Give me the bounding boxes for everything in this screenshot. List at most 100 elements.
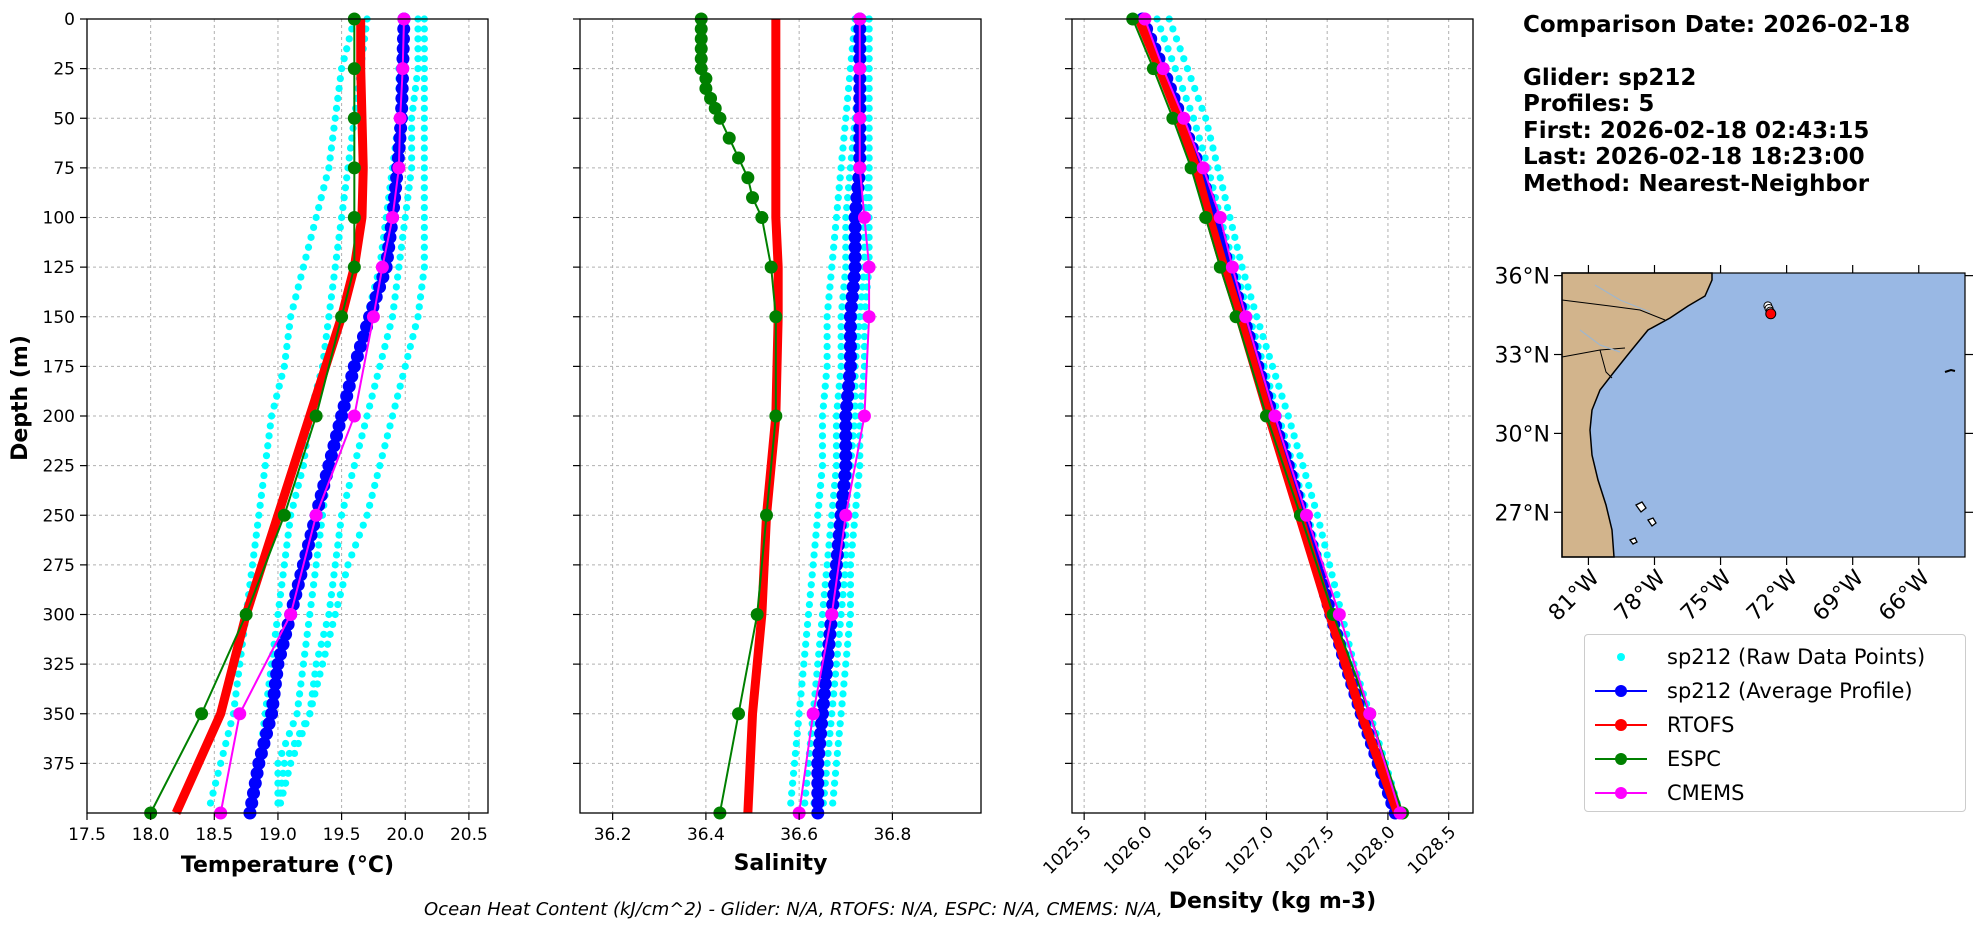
- density-espc-point: [1199, 211, 1213, 224]
- temperature-raw-point: [206, 799, 215, 807]
- salinity-raw-point: [835, 382, 843, 390]
- salinity-raw-point: [825, 739, 833, 748]
- density-cmems-point: [1225, 260, 1239, 274]
- map-islands: [1628, 501, 1657, 545]
- temperature-avg-point: [262, 717, 276, 731]
- salinity-xtick-label: 36.2: [594, 825, 632, 845]
- salinity-raw-point: [846, 591, 855, 599]
- temperature-espc-point: [335, 310, 349, 324]
- salinity-raw-point: [865, 45, 873, 53]
- salinity-avg-point: [848, 250, 862, 264]
- salinity-raw-point: [857, 402, 865, 410]
- temperature-raw-point: [312, 660, 320, 668]
- density-raw-point: [1183, 65, 1192, 73]
- salinity-raw-point: [865, 104, 873, 112]
- salinity-avg-point: [836, 488, 850, 502]
- temperature-raw-point: [297, 273, 305, 281]
- temperature-raw-point: [345, 154, 353, 162]
- salinity-raw-point: [841, 571, 849, 579]
- salinity-raw-point: [823, 313, 831, 321]
- temperature-raw-point: [274, 769, 282, 777]
- density-raw-point: [1256, 323, 1264, 331]
- temperature-raw-point: [339, 581, 347, 589]
- salinity-avg-point: [848, 260, 862, 274]
- salinity-raw-point: [839, 144, 847, 152]
- salinity-raw-point: [837, 342, 845, 351]
- map-lon-label: 81°W: [1544, 565, 1605, 626]
- temperature-raw-point: [414, 313, 422, 321]
- salinity-raw-point: [865, 184, 873, 192]
- temperature-avg-point: [324, 449, 338, 463]
- salinity-raw-point: [847, 55, 855, 63]
- temperature-ytick-label: 0: [64, 10, 75, 30]
- temperature-cmems-point: [396, 62, 410, 76]
- salinity-raw-point: [831, 670, 840, 678]
- salinity-raw-point: [832, 422, 841, 430]
- temperature-ytick-label: 200: [43, 407, 75, 427]
- salinity-raw-point: [833, 650, 841, 658]
- first-time: First: 2026-02-18 02:43:15: [1523, 117, 1870, 144]
- salinity-raw-point: [832, 660, 841, 668]
- temperature-raw-point: [304, 620, 313, 629]
- density-raw-point: [1219, 184, 1227, 192]
- salinity-cmems-point: [806, 707, 820, 721]
- salinity-raw-point: [860, 342, 869, 351]
- salinity-avg-point: [843, 349, 857, 363]
- legend-label-rtofs: RTOFS: [1667, 713, 1735, 737]
- temperature-cmems-point: [375, 260, 389, 274]
- profile-count: Profiles: 5: [1523, 91, 1655, 117]
- map-lat-label: 30°N: [1495, 422, 1550, 447]
- density-raw-point: [1238, 263, 1246, 271]
- salinity-raw-point: [826, 531, 834, 539]
- density-raw-point: [1216, 174, 1224, 182]
- info-panel: Comparison Date: 2026-02-18 Glider: sp21…: [1523, 12, 1910, 197]
- location-map: 36°N 33°N 30°N 27°N 81°W 78°W 75°W 72°W 69°W 66°W: [1495, 265, 1973, 626]
- temperature-raw-point: [368, 491, 376, 499]
- temperature-ytick-label: 175: [43, 357, 75, 377]
- temperature-raw-point: [420, 263, 428, 271]
- salinity-raw-point: [822, 372, 830, 380]
- salinity-raw-point: [830, 233, 839, 241]
- density-raw-point: [1247, 293, 1255, 301]
- temperature-raw-point: [324, 640, 332, 648]
- temperature-raw-point: [326, 154, 334, 162]
- map-river: [1579, 329, 1621, 353]
- salinity-raw-point: [843, 650, 851, 658]
- temperature-raw-point: [301, 650, 309, 658]
- temperature-raw-point: [420, 104, 428, 112]
- temperature-raw-point: [420, 223, 428, 232]
- salinity-raw-point: [823, 352, 831, 361]
- salinity-raw-point: [837, 610, 845, 619]
- salinity-raw-point: [842, 253, 850, 261]
- temperature-raw-point: [265, 432, 273, 440]
- salinity-raw-point: [829, 700, 837, 708]
- map-lon-label: 72°W: [1742, 565, 1803, 626]
- salinity-raw-point: [823, 333, 831, 341]
- salinity-raw-point: [818, 432, 827, 440]
- salinity-espc-point: [694, 42, 708, 56]
- temperature-raw-point: [280, 561, 288, 569]
- density-raw-point: [1178, 84, 1187, 93]
- temperature-cmems-point: [392, 161, 406, 175]
- temperature-raw-point: [257, 491, 266, 499]
- temperature-raw-point: [414, 65, 422, 73]
- density-raw-point: [1187, 74, 1195, 83]
- temperature-raw-point: [292, 293, 300, 301]
- salinity-avg-point: [837, 478, 851, 492]
- salinity-raw-point: [854, 481, 862, 490]
- salinity-raw-point: [865, 25, 873, 33]
- salinity-raw-point: [834, 392, 842, 400]
- temperature-avg-point: [268, 677, 282, 691]
- temperature-raw-point: [338, 511, 346, 519]
- temperature-raw-point: [262, 452, 271, 460]
- temperature-raw-point: [410, 94, 418, 102]
- temperature-raw-point: [408, 114, 416, 122]
- salinity-raw-point: [842, 213, 850, 222]
- salinity-raw-point: [814, 660, 822, 668]
- temperature-raw-point: [340, 501, 348, 509]
- salinity-raw-point: [836, 620, 844, 629]
- temperature-raw-point: [413, 74, 421, 83]
- temperature-raw-point: [416, 293, 425, 301]
- temperature-raw-point: [275, 382, 283, 390]
